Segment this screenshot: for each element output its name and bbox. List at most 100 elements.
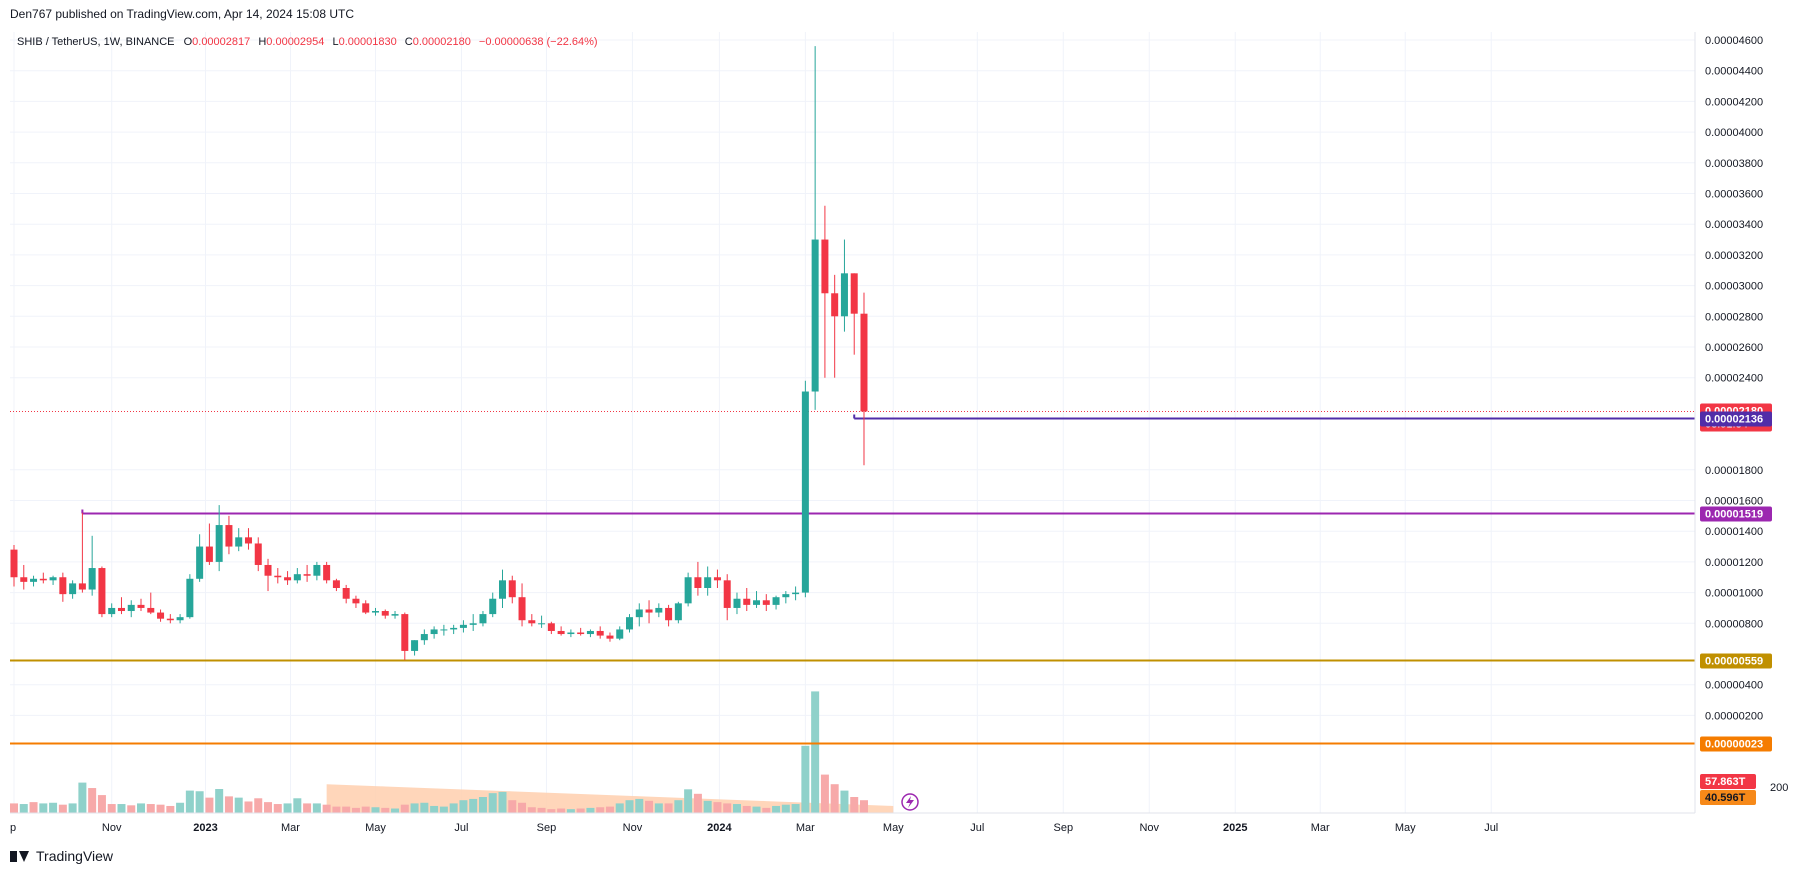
candle-down (244, 537, 252, 544)
legend-low: 0.00001830 (339, 36, 397, 48)
candle-up (391, 614, 399, 616)
candle-down (645, 609, 653, 613)
candle-up (674, 603, 682, 621)
candle-up (440, 629, 448, 631)
volume-bar (478, 797, 487, 813)
candle-up (420, 634, 428, 641)
x-tick-label: Sep (1054, 822, 1074, 834)
volume-bar (410, 803, 419, 813)
volume-bar (88, 788, 97, 813)
candle-up (479, 614, 487, 624)
volume-bar (742, 805, 751, 813)
volume-bar (498, 791, 507, 813)
lightning-icon[interactable] (901, 793, 919, 811)
x-tick-label: 2024 (707, 822, 732, 834)
candles (10, 46, 868, 661)
tradingview-logo[interactable]: TradingView (10, 848, 113, 864)
y-tick-label: 0.00003800 (1705, 158, 1763, 170)
volume-bar (586, 807, 595, 813)
volume-bar (449, 803, 458, 813)
volume-axis-tick: 200 (1770, 782, 1788, 794)
ohlc-legend: SHIB / TetherUS, 1W, BINANCE O0.00002817… (17, 36, 598, 48)
volume-bar (371, 807, 380, 813)
candle-up (49, 577, 57, 581)
candle-up (127, 604, 135, 612)
volume-bar (137, 803, 146, 813)
volume-bar (127, 805, 136, 813)
volume-bar (332, 806, 341, 813)
volume-bar (635, 798, 644, 813)
price-axis-labels: 0.0000218008:51:340.000021360.000015190.… (1700, 403, 1772, 805)
volume-bar (391, 808, 400, 813)
candle-up (801, 391, 809, 593)
candle-up (186, 578, 194, 618)
volume-bar (527, 807, 536, 813)
time-axis[interactable]: p Nov 2023 Mar May Jul Sep Nov 2024 Mar May Jul Sep N… (10, 822, 1498, 834)
volume-bar (576, 808, 585, 813)
volume-bar (39, 803, 48, 813)
volume-bar (185, 790, 194, 813)
candle-down (166, 618, 174, 621)
volume-bar (615, 803, 624, 813)
volume-bar (811, 691, 820, 813)
candle-up (635, 609, 643, 618)
volume-bar (381, 807, 390, 813)
candle-down (743, 598, 751, 605)
candle-down (381, 611, 389, 616)
volume-bar (361, 806, 370, 813)
volume-bar (244, 801, 253, 813)
candle-up (430, 629, 438, 635)
level-0.00002136-label: 0.00002136 (1705, 414, 1763, 426)
candle-down (557, 630, 565, 635)
volume-bar (215, 789, 224, 813)
x-tick-label: Nov (102, 822, 122, 834)
volume-bar (820, 774, 829, 813)
candle-down (147, 607, 155, 613)
legend-change: −0.00000638 (−22.64%) (479, 36, 598, 48)
volume-bar (625, 800, 634, 813)
volume-bar (703, 800, 712, 813)
volume-bar (537, 807, 546, 813)
x-tick-label: Jul (1484, 822, 1498, 834)
candle-up (704, 577, 712, 588)
candle-up (733, 598, 741, 608)
legend-close-label: C (405, 36, 413, 48)
y-tick-label: 0.00001000 (1705, 588, 1763, 600)
x-tick-label: p (10, 822, 16, 834)
candle-up (538, 623, 546, 625)
volume-bar (322, 804, 331, 813)
candle-up (499, 580, 506, 599)
candle-down (137, 604, 145, 608)
volume-bar (303, 803, 312, 813)
candle-down (713, 577, 721, 581)
legend-line: SHIB / TetherUS, 1W, BINANCE O0.00002817… (17, 36, 598, 48)
volume-bar (254, 798, 263, 813)
candle-down (528, 620, 536, 624)
legend-open-label: O (184, 36, 193, 48)
level-0.00001519-label-bg (1700, 506, 1772, 522)
volume-bar (293, 798, 302, 813)
candle-down (401, 614, 409, 651)
volume-bar (596, 807, 605, 813)
candle-up (293, 574, 301, 581)
candle-down (78, 583, 86, 590)
volume-bar (762, 807, 771, 813)
candle-down (762, 600, 770, 605)
tradingview-logo-icon (10, 850, 30, 862)
x-tick-label: Mar (1311, 822, 1330, 834)
candle-down (694, 577, 702, 588)
y-tick-label: 0.00003400 (1705, 219, 1763, 231)
volume-bar (430, 805, 439, 813)
candle-up (88, 568, 96, 590)
volume-label-bg (1700, 790, 1756, 805)
candle-up (782, 594, 790, 598)
candle-down (274, 575, 282, 578)
publisher-text: Den767 published on TradingView.com, Apr… (10, 7, 355, 21)
x-tick-label: Jul (454, 822, 468, 834)
x-tick-label: May (365, 822, 386, 834)
volume-bar (732, 804, 741, 813)
price-axis[interactable]: 0.00004600 0.00004400 0.00004200 0.00004000… (1705, 35, 1788, 794)
horizontal-levels[interactable] (10, 411, 1695, 745)
candle-down (723, 580, 731, 608)
